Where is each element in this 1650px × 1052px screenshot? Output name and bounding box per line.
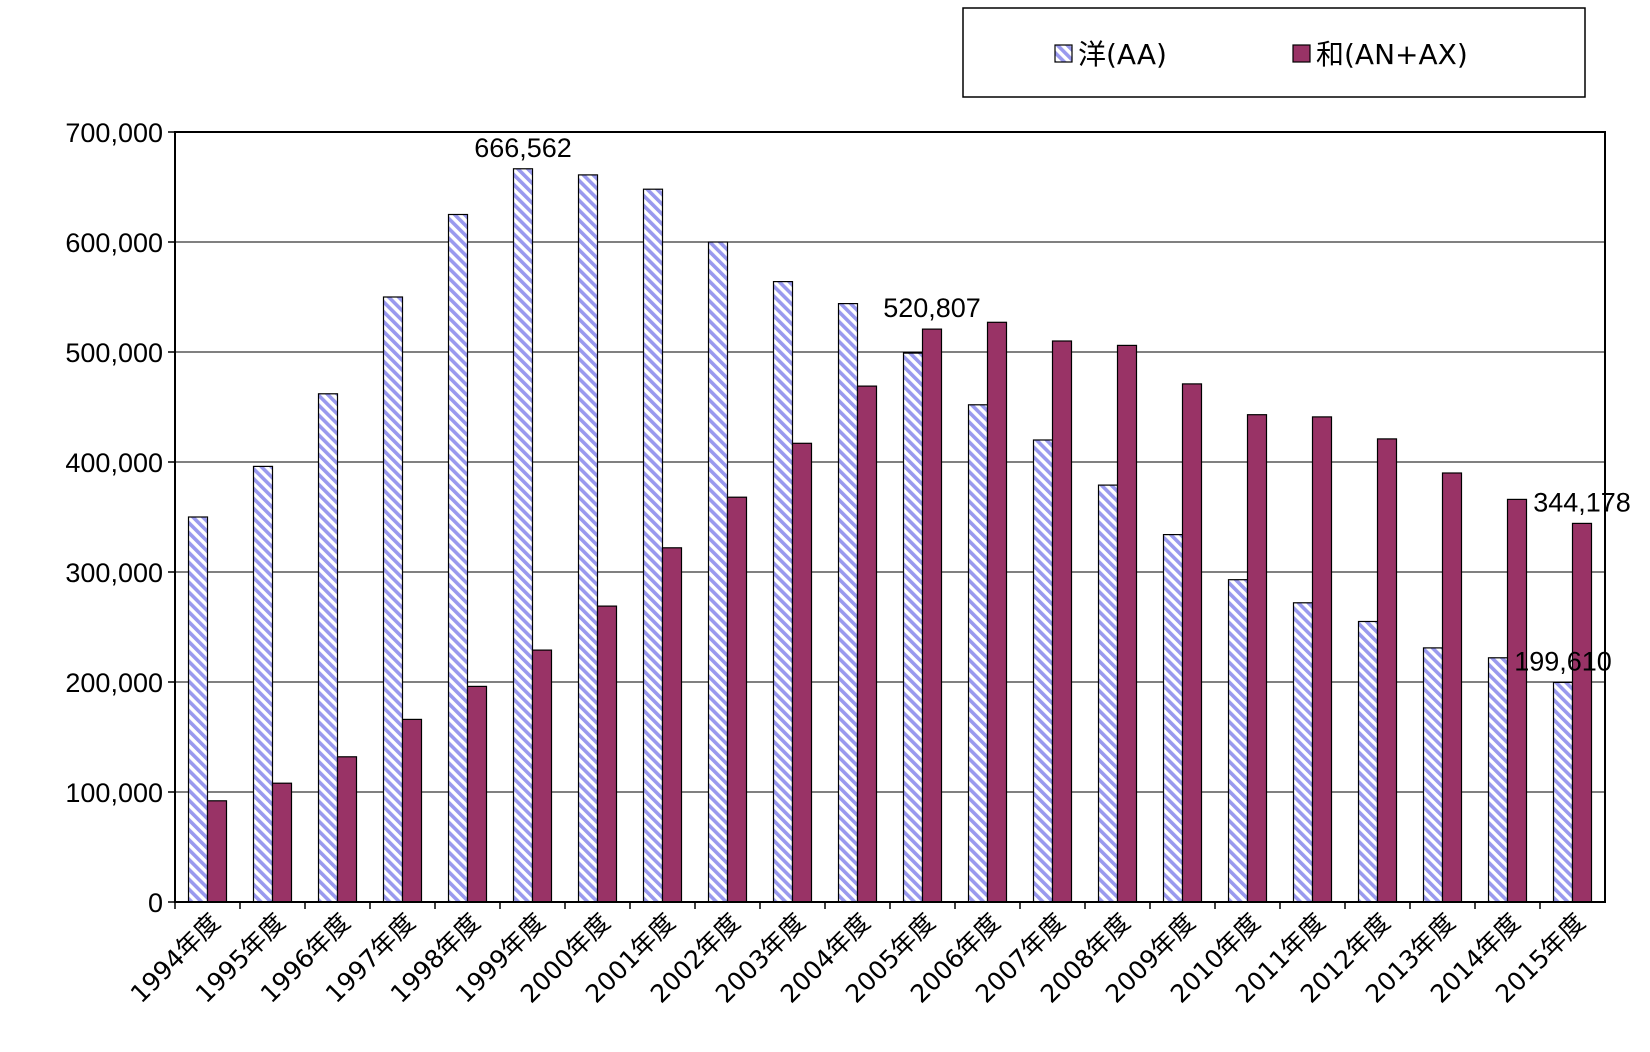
bar-wa [466, 685, 488, 903]
legend-swatch-wa [1292, 44, 1311, 63]
bar-wa [596, 605, 618, 903]
y-axis: 0 100,000 200,000 300,000 400,000 500,000 600,… [65, 118, 175, 918]
bar-yo [512, 168, 534, 903]
bar-wa [791, 442, 813, 903]
bar-wa [1116, 344, 1138, 903]
bar-wa [1051, 340, 1073, 903]
legend: 洋(AA) 和(AN+AX) [962, 7, 1586, 98]
y-tick-label: 200,000 [65, 668, 163, 698]
bar-yo [317, 393, 339, 903]
bar-yo [252, 465, 274, 903]
bar-yo [1292, 602, 1314, 903]
bar-wa [1246, 414, 1268, 903]
bar-yo [1227, 579, 1249, 903]
x-axis: 1994年度1995年度1996年度1997年度1998年度1999年度2000… [125, 902, 1591, 1009]
bar-wa [206, 800, 228, 903]
data-label: 666,562 [474, 133, 572, 163]
y-tick-label: 400,000 [65, 448, 163, 478]
bar-yo [642, 188, 664, 903]
bar-wa [726, 496, 748, 903]
bar-wa [336, 756, 358, 903]
bar-yo [1097, 484, 1119, 903]
bar-yo [837, 303, 859, 903]
data-label: 344,178 [1533, 487, 1631, 517]
data-label: 520,807 [883, 293, 981, 323]
bar-wa [271, 782, 293, 903]
y-tick-label: 300,000 [65, 558, 163, 588]
bar-yo [902, 352, 924, 903]
bar-wa [1376, 438, 1398, 903]
legend-swatch-yo [1054, 44, 1073, 63]
bar-yo [382, 296, 404, 903]
bar-wa [856, 385, 878, 903]
bar-wa [986, 321, 1008, 903]
legend-label-wa: 和(AN+AX) [1316, 38, 1468, 71]
legend-label-yo: 洋(AA) [1078, 38, 1167, 71]
y-tick-label: 700,000 [65, 118, 163, 148]
bar-wa [921, 328, 943, 903]
y-tick-label: 100,000 [65, 778, 163, 808]
bar-yo [447, 213, 469, 903]
y-tick-label: 600,000 [65, 228, 163, 258]
bar-yo [707, 241, 729, 903]
bar-yo [1162, 533, 1184, 903]
bar-wa [531, 649, 553, 903]
bar-yo [772, 281, 794, 903]
bar-wa [1181, 383, 1203, 903]
bar-yo [1487, 657, 1509, 903]
bar-yo [1422, 647, 1444, 903]
bar-yo [1357, 620, 1379, 903]
bar-yo [1032, 439, 1054, 903]
bar-wa [661, 547, 683, 903]
data-label: 199,610 [1514, 646, 1612, 676]
y-tick-label: 0 [148, 888, 163, 918]
bar-wa [1571, 522, 1593, 903]
data-labels: 666,562 520,807 199,610 344,178 [474, 133, 1631, 677]
bar-wa [1506, 498, 1528, 903]
bar-yo [967, 404, 989, 903]
bar-yo [187, 516, 209, 903]
bar-wa [1311, 416, 1333, 903]
bar-wa [401, 718, 423, 903]
bar-yo [577, 174, 599, 903]
bar-wa [1441, 472, 1463, 903]
y-tick-label: 500,000 [65, 338, 163, 368]
bar-yo [1552, 681, 1574, 903]
